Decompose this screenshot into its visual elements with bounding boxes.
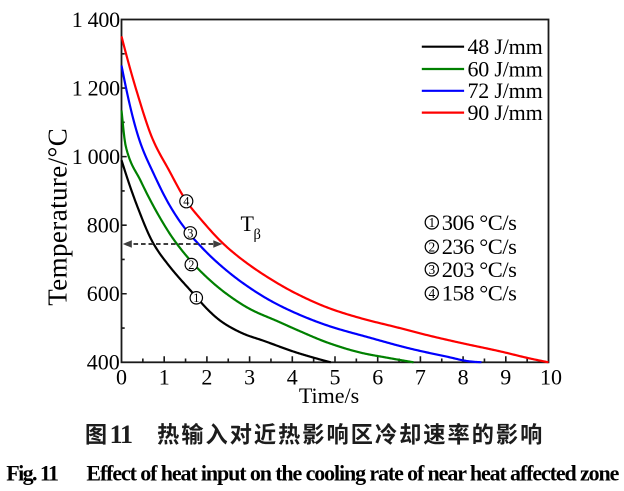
svg-text:4: 4 (287, 365, 298, 390)
svg-text:1: 1 (428, 215, 435, 230)
svg-text:90 J/mm: 90 J/mm (468, 100, 543, 125)
svg-text:72 J/mm: 72 J/mm (468, 78, 543, 103)
svg-text:306 °C/s: 306 °C/s (442, 210, 517, 235)
svg-text:9: 9 (500, 365, 511, 390)
svg-text:3: 3 (428, 262, 435, 277)
svg-text:4: 4 (183, 195, 189, 209)
svg-text:T: T (241, 211, 255, 236)
svg-text:203 °C/s: 203 °C/s (442, 257, 517, 282)
svg-text:Temperature/°C: Temperature/°C (43, 128, 73, 306)
svg-text:600: 600 (87, 281, 120, 306)
svg-text:2: 2 (188, 258, 194, 272)
svg-text:0: 0 (116, 365, 127, 390)
svg-text:2: 2 (201, 365, 212, 390)
svg-text:8: 8 (458, 365, 469, 390)
svg-text:Fig. 11: Fig. 11 (6, 461, 58, 486)
svg-text:4: 4 (428, 286, 435, 301)
svg-text:Time/s: Time/s (299, 383, 359, 408)
svg-text:Effect of heat input on the co: Effect of heat input on the cooling rate… (86, 461, 619, 486)
svg-text:2: 2 (428, 240, 435, 255)
svg-text:11: 11 (110, 420, 132, 449)
svg-text:1: 1 (193, 291, 199, 305)
svg-text:1: 1 (159, 365, 170, 390)
svg-text:7: 7 (415, 365, 426, 390)
svg-text:1 400: 1 400 (72, 7, 120, 32)
svg-text:3: 3 (187, 226, 193, 240)
svg-text:48 J/mm: 48 J/mm (468, 34, 543, 59)
svg-text:400: 400 (87, 350, 120, 375)
svg-text:5: 5 (330, 365, 341, 390)
svg-text:800: 800 (87, 212, 120, 237)
svg-text:60 J/mm: 60 J/mm (468, 56, 543, 81)
svg-text:1 200: 1 200 (72, 75, 120, 100)
svg-text:β: β (254, 227, 261, 243)
svg-text:1 000: 1 000 (72, 144, 120, 169)
svg-text:10: 10 (540, 365, 562, 390)
svg-text:236 °C/s: 236 °C/s (442, 234, 517, 259)
svg-text:6: 6 (372, 365, 383, 390)
svg-text:3: 3 (244, 365, 255, 390)
svg-text:158 °C/s: 158 °C/s (442, 281, 517, 306)
